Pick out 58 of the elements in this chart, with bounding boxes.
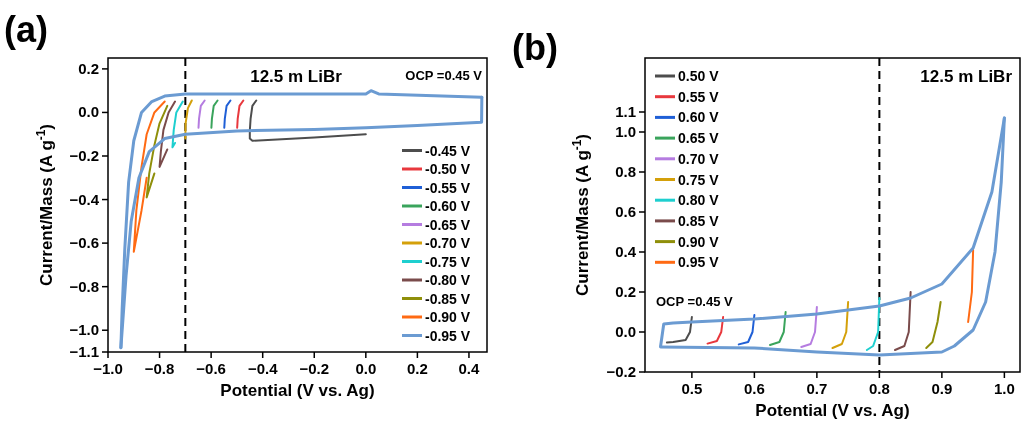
legend-label: 0.85 V [678, 212, 720, 229]
legend-label: 0.95 V [678, 254, 720, 271]
y-tick-label: −0.4 [69, 190, 100, 208]
y-tick-label: −0.8 [69, 277, 99, 295]
legend-label: -0.65 V [425, 216, 471, 233]
annotation: OCP =0.45 V [405, 68, 483, 83]
x-tick-label: 0.0 [355, 360, 377, 377]
x-tick-label: −0.4 [247, 360, 279, 377]
x-tick-label: −0.8 [144, 360, 175, 377]
x-tick-label: 1.0 [993, 380, 1015, 397]
legend-label: 0.70 V [678, 150, 720, 167]
legend-label: 0.75 V [678, 171, 720, 188]
legend-label: -0.55 V [425, 179, 471, 196]
legend-label: -0.85 V [425, 290, 471, 307]
legend-label: -0.50 V [425, 161, 471, 177]
x-tick-label: −0.2 [299, 360, 330, 377]
y-tick-label: −1.0 [69, 321, 99, 339]
y-tick-label: 0.0 [78, 103, 99, 121]
legend-label: -0.75 V [425, 253, 471, 270]
legend-label: 0.50 V [678, 68, 720, 84]
legend-label: 0.90 V [678, 233, 720, 250]
x-tick-label: 0.2 [406, 360, 428, 377]
y-tick-label: −0.2 [69, 147, 99, 164]
x-tick-label: 0.7 [806, 380, 828, 397]
legend-label: 0.60 V [678, 109, 720, 126]
legend-label: 0.80 V [678, 192, 720, 209]
x-axis-title: Potential (V vs. Ag) [220, 381, 375, 400]
y-tick-label: 1.1 [615, 103, 636, 120]
x-tick-label: 0.9 [931, 380, 953, 397]
legend-label: -0.60 V [425, 198, 471, 214]
chart-title: (a) [4, 9, 48, 50]
x-axis-title: Potential (V vs. Ag) [755, 401, 910, 420]
x-tick-label: −0.6 [196, 360, 226, 377]
y-tick-label: 0.6 [615, 203, 636, 220]
x-tick-label: 0.8 [868, 380, 890, 397]
legend-label: -0.45 V [425, 142, 471, 159]
x-tick-label: 0.5 [681, 380, 703, 397]
annotation: OCP =0.45 V [656, 294, 734, 309]
legend-label: -0.70 V [425, 235, 471, 251]
chart-title: (b) [512, 27, 558, 68]
x-tick-label: −1.0 [93, 360, 123, 377]
annotation: 12.5 m LiBr [250, 67, 343, 86]
x-tick-label: 0.4 [458, 360, 481, 377]
legend-label: 0.55 V [678, 88, 720, 105]
annotation: 12.5 m LiBr [920, 67, 1013, 86]
y-tick-label: 0.8 [615, 163, 636, 180]
y-tick-label: 1.0 [615, 123, 636, 140]
y-tick-label: 0.2 [78, 59, 99, 77]
y-tick-label: 0.0 [615, 323, 636, 340]
legend-label: -0.95 V [425, 327, 471, 344]
y-tick-label: 0.4 [615, 243, 637, 260]
legend-label: 0.65 V [678, 130, 720, 147]
legend-label: -0.90 V [425, 309, 471, 325]
y-tick-label: −1.1 [69, 343, 99, 360]
x-tick-label: 0.6 [743, 380, 765, 397]
legend-label: -0.80 V [425, 272, 471, 288]
y-tick-label: 0.2 [615, 283, 636, 300]
y-tick-label: −0.6 [69, 234, 99, 252]
